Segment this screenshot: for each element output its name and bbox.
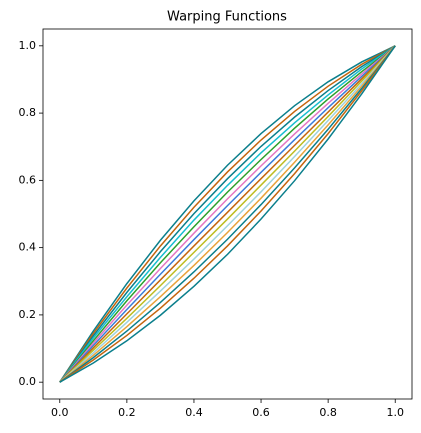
y-tick-label: 1.0 (19, 39, 37, 52)
plot-frame (42, 28, 413, 400)
x-tick-label: 1.0 (386, 406, 404, 419)
y-tick-label: 0.2 (19, 308, 37, 321)
x-tick-label: 0.4 (185, 406, 203, 419)
y-tick-label: 0.4 (19, 241, 37, 254)
x-tick-label: 0.0 (51, 406, 69, 419)
warping-line (59, 45, 396, 383)
warping-line (59, 45, 396, 383)
x-tick-label: 0.8 (319, 406, 337, 419)
warping-line (59, 45, 396, 383)
y-tick-label: 0.8 (19, 106, 37, 119)
y-tick-label: 0.6 (19, 173, 37, 186)
chart-title: Warping Functions (167, 10, 287, 25)
x-tick-label: 0.6 (252, 406, 270, 419)
warping-line (59, 45, 396, 383)
warping-line (59, 45, 396, 383)
warping-line (59, 45, 396, 383)
warping-line (59, 45, 396, 383)
warping-line (59, 45, 396, 383)
warping-line (59, 45, 396, 383)
warping-line (59, 45, 396, 383)
warping-line (59, 45, 396, 383)
warping-line (59, 45, 396, 383)
y-tick-label: 0.0 (19, 375, 37, 388)
warping-line (59, 45, 396, 383)
warping-line (59, 45, 396, 383)
x-tick-label: 0.2 (118, 406, 136, 419)
